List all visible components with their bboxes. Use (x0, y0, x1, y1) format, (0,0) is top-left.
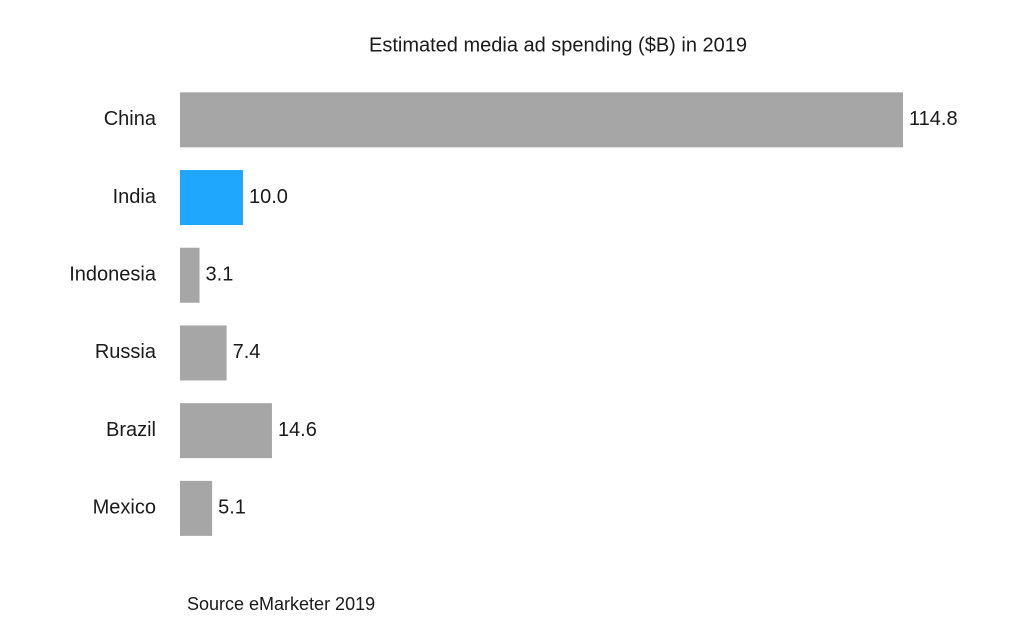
data-label: 7.4 (233, 341, 261, 363)
bar (180, 480, 213, 536)
y-tick-label: Indonesia (69, 264, 157, 286)
bar (180, 403, 272, 459)
bar (180, 92, 903, 148)
y-tick-label: Brazil (106, 419, 156, 441)
data-label: 14.6 (278, 419, 317, 441)
data-label: 3.1 (206, 264, 234, 286)
bar (180, 325, 227, 381)
y-tick-label: India (113, 186, 157, 208)
y-tick-label: China (104, 108, 157, 130)
data-label: 5.1 (218, 497, 246, 519)
y-tick-label: Mexico (93, 497, 156, 519)
data-label: 10.0 (249, 186, 288, 208)
chart-title: Estimated media ad spending ($B) in 2019 (369, 34, 747, 56)
data-label: 114.8 (909, 108, 958, 130)
y-tick-label: Russia (95, 341, 157, 363)
source-note: Source eMarketer 2019 (187, 594, 375, 614)
bar (180, 170, 243, 226)
bar (180, 247, 200, 303)
